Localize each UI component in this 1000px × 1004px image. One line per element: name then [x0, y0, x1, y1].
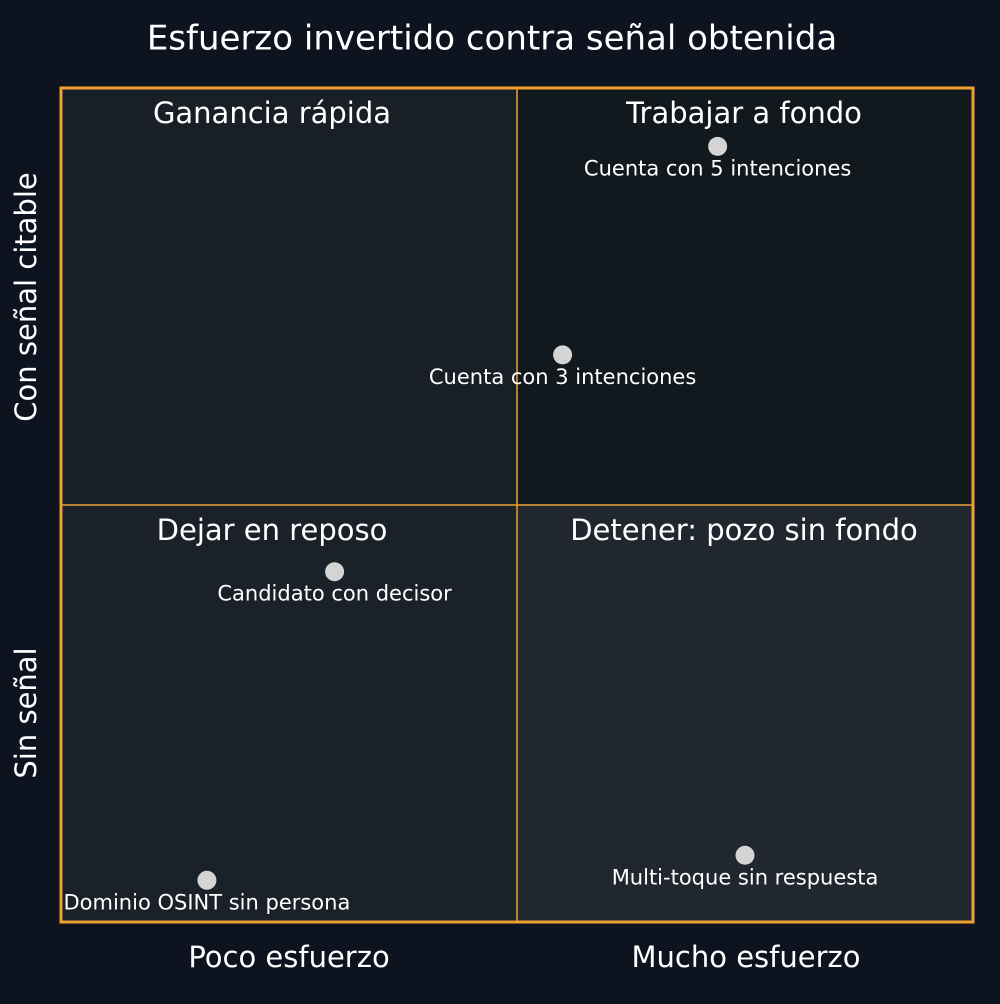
point-label: Cuenta con 3 intenciones — [429, 365, 696, 389]
point — [325, 562, 345, 582]
quadrant-label: Ganancia rápida — [153, 96, 391, 130]
chart-title: Esfuerzo invertido contra señal obtenida — [147, 19, 837, 59]
point-label: Dominio OSINT sin persona — [63, 890, 350, 914]
point — [197, 870, 217, 890]
x-axis-label: Mucho esfuerzo — [632, 940, 861, 974]
point — [553, 345, 573, 365]
point-label: Multi-toque sin respuesta — [612, 865, 879, 889]
quadrant — [517, 88, 973, 505]
point — [735, 845, 755, 865]
point-label: Cuenta con 5 intenciones — [584, 156, 851, 180]
point-label: Candidato con decisor — [217, 582, 452, 606]
quadrant-label: Detener: pozo sin fondo — [570, 513, 918, 547]
quadrant — [61, 88, 517, 505]
quadrant — [61, 505, 517, 922]
plot-border — [59, 86, 975, 924]
point — [708, 136, 728, 156]
y-axis-label: Con señal citable — [9, 172, 43, 421]
quadrant-label: Dejar en reposo — [157, 513, 388, 547]
quadrant-label: Trabajar a fondo — [625, 96, 862, 130]
x-axis-label: Poco esfuerzo — [188, 940, 389, 974]
y-axis-label: Sin señal — [9, 647, 43, 778]
